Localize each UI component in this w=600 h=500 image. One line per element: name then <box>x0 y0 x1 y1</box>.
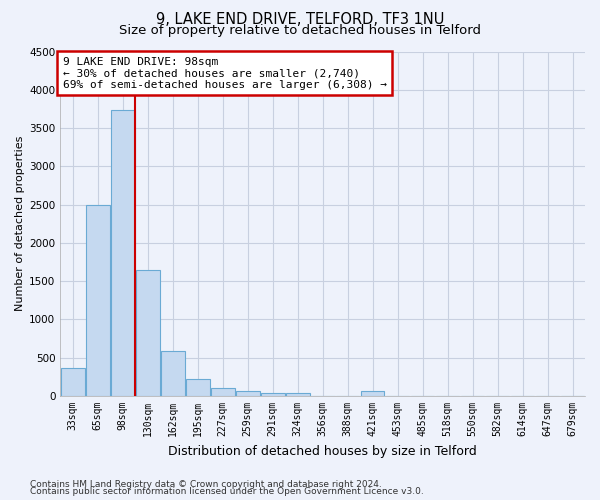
Bar <box>161 351 185 396</box>
Bar <box>61 368 85 396</box>
Bar <box>236 392 260 396</box>
Bar <box>186 379 209 396</box>
Text: 9 LAKE END DRIVE: 98sqm
← 30% of detached houses are smaller (2,740)
69% of semi: 9 LAKE END DRIVE: 98sqm ← 30% of detache… <box>63 56 387 90</box>
X-axis label: Distribution of detached houses by size in Telford: Distribution of detached houses by size … <box>168 444 477 458</box>
Text: Contains public sector information licensed under the Open Government Licence v3: Contains public sector information licen… <box>30 488 424 496</box>
Y-axis label: Number of detached properties: Number of detached properties <box>15 136 25 312</box>
Text: Contains HM Land Registry data © Crown copyright and database right 2024.: Contains HM Land Registry data © Crown c… <box>30 480 382 489</box>
Text: 9, LAKE END DRIVE, TELFORD, TF3 1NU: 9, LAKE END DRIVE, TELFORD, TF3 1NU <box>156 12 444 28</box>
Bar <box>261 393 284 396</box>
Bar <box>111 110 134 396</box>
Bar <box>211 388 235 396</box>
Bar <box>86 204 110 396</box>
Bar <box>361 391 385 396</box>
Bar <box>286 394 310 396</box>
Text: Size of property relative to detached houses in Telford: Size of property relative to detached ho… <box>119 24 481 37</box>
Bar <box>136 270 160 396</box>
